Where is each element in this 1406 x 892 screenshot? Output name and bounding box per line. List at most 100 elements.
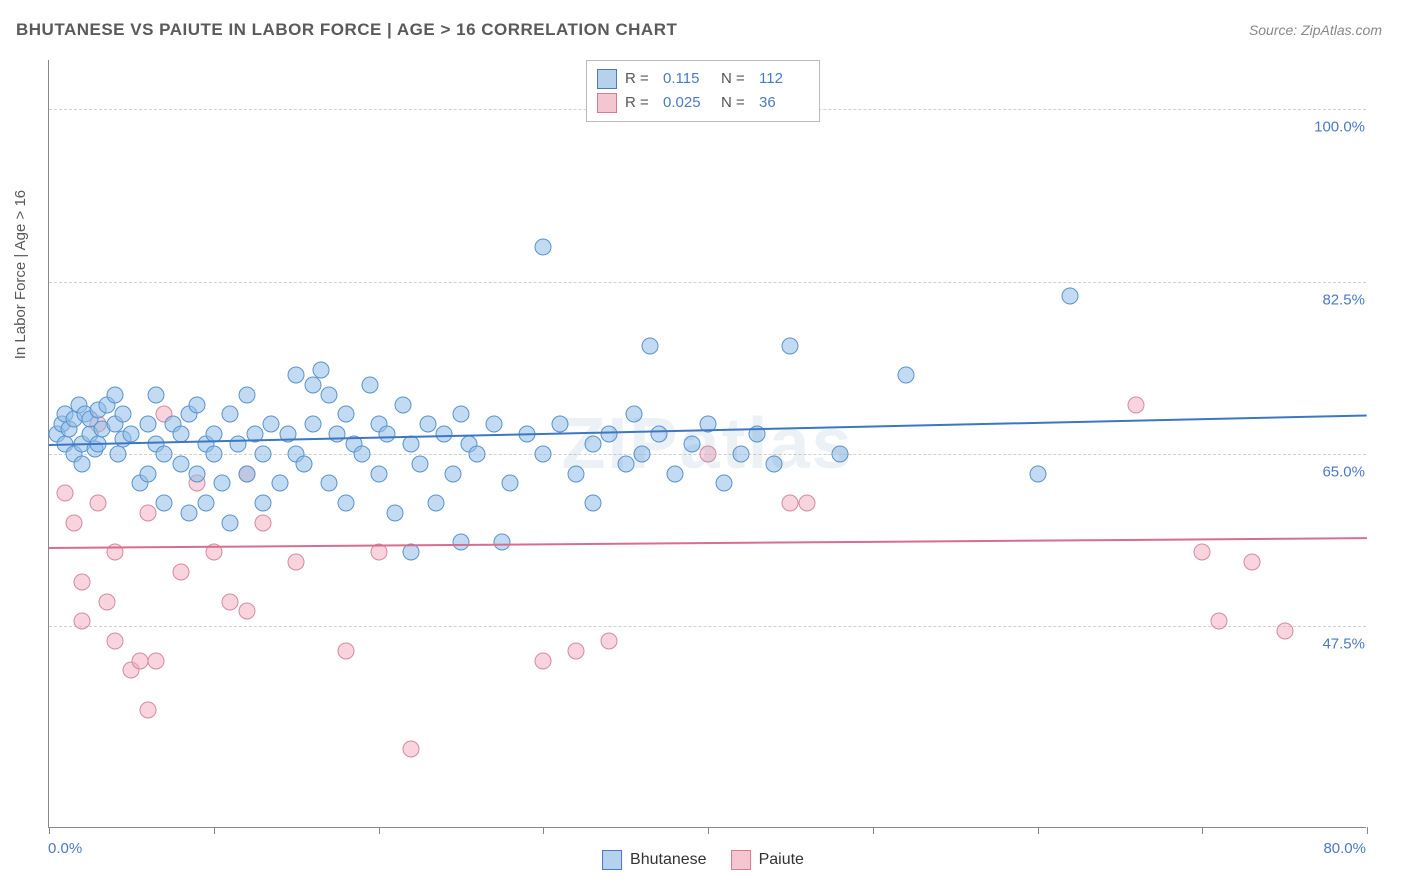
data-point-blue <box>263 416 280 433</box>
data-point-blue <box>683 436 700 453</box>
x-axis-max-label: 80.0% <box>1323 840 1366 857</box>
data-point-blue <box>238 465 255 482</box>
data-point-pink <box>65 514 82 531</box>
n-label: N = <box>721 67 751 91</box>
data-point-pink <box>106 632 123 649</box>
data-point-blue <box>271 475 288 492</box>
r-value: 0.025 <box>663 91 713 115</box>
data-point-pink <box>98 593 115 610</box>
y-tick-label: 65.0% <box>1320 463 1367 480</box>
data-point-pink <box>782 495 799 512</box>
chart-title: BHUTANESE VS PAIUTE IN LABOR FORCE | AGE… <box>16 20 677 40</box>
data-point-pink <box>1128 396 1145 413</box>
data-point-blue <box>181 504 198 521</box>
data-point-blue <box>222 406 239 423</box>
series-legend: Bhutanese Paiute <box>602 850 804 870</box>
r-value: 0.115 <box>663 67 713 91</box>
data-point-pink <box>601 632 618 649</box>
r-label: R = <box>625 67 655 91</box>
legend-label: Bhutanese <box>630 851 707 869</box>
trend-line-pink <box>49 538 1367 550</box>
data-point-pink <box>57 485 74 502</box>
data-point-blue <box>535 445 552 462</box>
data-point-blue <box>485 416 502 433</box>
data-point-blue <box>139 416 156 433</box>
data-point-blue <box>634 445 651 462</box>
data-point-blue <box>123 426 140 443</box>
data-point-blue <box>197 495 214 512</box>
data-point-blue <box>304 376 321 393</box>
data-point-blue <box>625 406 642 423</box>
data-point-pink <box>238 603 255 620</box>
data-point-blue <box>452 534 469 551</box>
data-point-blue <box>782 337 799 354</box>
data-point-blue <box>444 465 461 482</box>
data-point-pink <box>73 573 90 590</box>
data-point-blue <box>312 362 329 379</box>
data-point-pink <box>798 495 815 512</box>
data-point-blue <box>494 534 511 551</box>
x-tick <box>708 827 709 834</box>
data-point-pink <box>337 642 354 659</box>
data-point-blue <box>395 396 412 413</box>
legend-label: Paiute <box>759 851 804 869</box>
data-point-blue <box>115 406 132 423</box>
gridline <box>49 282 1366 283</box>
n-value: 112 <box>759 67 809 91</box>
watermark-text: ZIPatlas <box>561 403 853 485</box>
swatch-blue-icon <box>597 69 617 89</box>
data-point-blue <box>831 445 848 462</box>
y-tick-label: 47.5% <box>1320 636 1367 653</box>
data-point-blue <box>255 445 272 462</box>
data-point-blue <box>110 445 127 462</box>
data-point-pink <box>148 652 165 669</box>
data-point-blue <box>189 396 206 413</box>
data-point-pink <box>288 554 305 571</box>
data-point-blue <box>1029 465 1046 482</box>
plot-area: ZIPatlas 47.5%65.0%82.5%100.0% <box>48 60 1366 828</box>
data-point-blue <box>601 426 618 443</box>
data-point-blue <box>73 455 90 472</box>
gridline <box>49 626 1366 627</box>
data-point-blue <box>370 465 387 482</box>
x-tick <box>214 827 215 834</box>
data-point-pink <box>172 564 189 581</box>
data-point-pink <box>222 593 239 610</box>
data-point-blue <box>362 376 379 393</box>
data-point-blue <box>156 495 173 512</box>
data-point-blue <box>288 367 305 384</box>
legend-row-bhutanese: R = 0.115 N = 112 <box>597 67 809 91</box>
data-point-blue <box>148 386 165 403</box>
data-point-blue <box>428 495 445 512</box>
data-point-blue <box>650 426 667 443</box>
n-label: N = <box>721 91 751 115</box>
data-point-blue <box>205 445 222 462</box>
data-point-blue <box>329 426 346 443</box>
data-point-pink <box>568 642 585 659</box>
data-point-blue <box>403 544 420 561</box>
data-point-blue <box>337 495 354 512</box>
x-axis-min-label: 0.0% <box>48 840 82 857</box>
data-point-blue <box>765 455 782 472</box>
legend-item-bhutanese: Bhutanese <box>602 850 707 870</box>
legend-item-paiute: Paiute <box>731 850 804 870</box>
data-point-blue <box>403 436 420 453</box>
swatch-pink-icon <box>731 850 751 870</box>
data-point-blue <box>716 475 733 492</box>
chart-container: BHUTANESE VS PAIUTE IN LABOR FORCE | AGE… <box>0 0 1406 892</box>
data-point-blue <box>213 475 230 492</box>
data-point-blue <box>255 495 272 512</box>
data-point-blue <box>535 239 552 256</box>
data-point-pink <box>535 652 552 669</box>
data-point-blue <box>584 495 601 512</box>
data-point-blue <box>296 455 313 472</box>
data-point-blue <box>156 445 173 462</box>
data-point-blue <box>222 514 239 531</box>
data-point-pink <box>139 504 156 521</box>
data-point-blue <box>106 386 123 403</box>
data-point-blue <box>897 367 914 384</box>
x-tick <box>1038 827 1039 834</box>
data-point-blue <box>139 465 156 482</box>
data-point-blue <box>584 436 601 453</box>
data-point-blue <box>1062 288 1079 305</box>
